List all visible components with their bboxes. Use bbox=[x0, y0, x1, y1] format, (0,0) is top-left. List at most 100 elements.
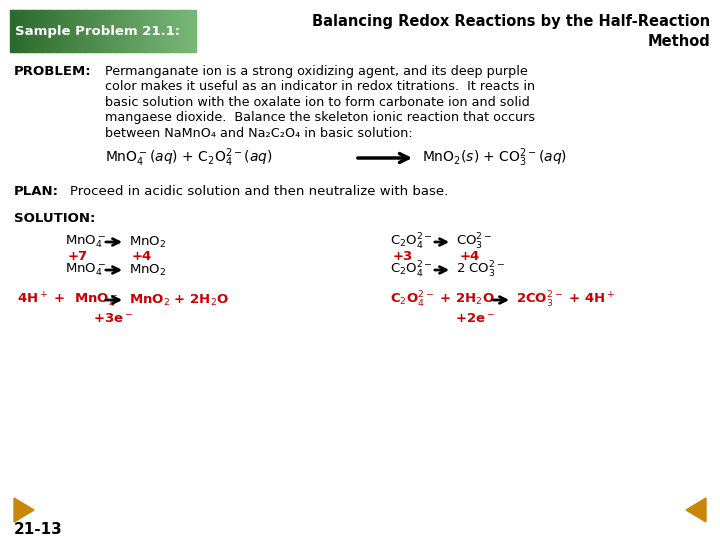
Bar bbox=[140, 10, 143, 52]
Text: PLAN:: PLAN: bbox=[14, 185, 59, 198]
Bar bbox=[184, 10, 186, 52]
Bar bbox=[149, 10, 152, 52]
Bar bbox=[96, 10, 99, 52]
Bar bbox=[100, 10, 103, 52]
Bar bbox=[29, 10, 31, 52]
Bar bbox=[186, 10, 189, 52]
Bar bbox=[12, 10, 15, 52]
Bar bbox=[45, 10, 48, 52]
Bar bbox=[31, 10, 34, 52]
Text: Permanganate ion is a strong oxidizing agent, and its deep purple: Permanganate ion is a strong oxidizing a… bbox=[105, 65, 528, 78]
Bar bbox=[172, 10, 175, 52]
Text: 2 CO$_3^{2-}$: 2 CO$_3^{2-}$ bbox=[456, 260, 505, 280]
Text: 21-13: 21-13 bbox=[14, 523, 63, 537]
Bar bbox=[117, 10, 120, 52]
Bar bbox=[14, 10, 17, 52]
Bar bbox=[144, 10, 147, 52]
Bar bbox=[22, 10, 24, 52]
Bar bbox=[75, 10, 78, 52]
Text: +3: +3 bbox=[393, 249, 413, 262]
Bar bbox=[73, 10, 76, 52]
Text: CO$_3^{2-}$: CO$_3^{2-}$ bbox=[456, 232, 492, 252]
Text: Proceed in acidic solution and then neutralize with base.: Proceed in acidic solution and then neut… bbox=[70, 185, 449, 198]
Polygon shape bbox=[686, 498, 706, 522]
Text: PROBLEM:: PROBLEM: bbox=[14, 65, 91, 78]
Text: MnO$_2$($s$) + CO$_3^{2-}$($aq$): MnO$_2$($s$) + CO$_3^{2-}$($aq$) bbox=[422, 147, 567, 170]
Bar bbox=[123, 10, 126, 52]
Bar bbox=[56, 10, 59, 52]
Bar bbox=[17, 10, 19, 52]
Bar bbox=[181, 10, 184, 52]
Bar bbox=[179, 10, 181, 52]
Bar bbox=[68, 10, 71, 52]
Bar bbox=[188, 10, 191, 52]
Bar bbox=[33, 10, 36, 52]
Text: +4: +4 bbox=[132, 249, 152, 262]
Bar bbox=[138, 10, 140, 52]
Bar bbox=[105, 10, 107, 52]
Text: color makes it useful as an indicator in redox titrations.  It reacts in: color makes it useful as an indicator in… bbox=[105, 80, 535, 93]
Bar bbox=[190, 10, 193, 52]
Text: 2CO$_3^{2-}$ + 4H$^+$: 2CO$_3^{2-}$ + 4H$^+$ bbox=[516, 290, 616, 310]
Bar bbox=[174, 10, 177, 52]
Text: C$_2$O$_4^{2-}$: C$_2$O$_4^{2-}$ bbox=[390, 260, 433, 280]
Text: MnO$_4^-$: MnO$_4^-$ bbox=[65, 262, 106, 278]
Bar bbox=[63, 10, 66, 52]
Text: Sample Problem 21.1:: Sample Problem 21.1: bbox=[15, 24, 180, 37]
Bar bbox=[119, 10, 122, 52]
Bar bbox=[128, 10, 131, 52]
Text: Balancing Redox Reactions by the Half-Reaction: Balancing Redox Reactions by the Half-Re… bbox=[312, 14, 710, 29]
Bar bbox=[94, 10, 96, 52]
Bar bbox=[61, 10, 63, 52]
Text: MnO$_2$: MnO$_2$ bbox=[129, 262, 166, 278]
Bar bbox=[142, 10, 145, 52]
Text: basic solution with the oxalate ion to form carbonate ion and solid: basic solution with the oxalate ion to f… bbox=[105, 96, 530, 109]
Bar bbox=[167, 10, 170, 52]
Bar bbox=[86, 10, 89, 52]
Text: +3e$^-$: +3e$^-$ bbox=[93, 312, 133, 325]
Bar bbox=[54, 10, 57, 52]
Bar bbox=[47, 10, 50, 52]
Text: 4H$^+$ +  MnO$_4^-$: 4H$^+$ + MnO$_4^-$ bbox=[17, 291, 119, 309]
Bar bbox=[40, 10, 43, 52]
Bar bbox=[109, 10, 112, 52]
Bar bbox=[42, 10, 45, 52]
Bar bbox=[58, 10, 61, 52]
Text: MnO$_2$ + 2H$_2$O: MnO$_2$ + 2H$_2$O bbox=[129, 293, 229, 308]
Bar bbox=[37, 10, 40, 52]
Bar bbox=[132, 10, 135, 52]
Text: MnO$_4^-$($aq$) + C$_2$O$_4^{2-}$($aq$): MnO$_4^-$($aq$) + C$_2$O$_4^{2-}$($aq$) bbox=[105, 147, 273, 170]
Text: mangaese dioxide.  Balance the skeleton ionic reaction that occurs: mangaese dioxide. Balance the skeleton i… bbox=[105, 111, 535, 125]
Bar bbox=[151, 10, 154, 52]
Bar bbox=[102, 10, 105, 52]
Bar bbox=[91, 10, 94, 52]
Text: +2e$^-$: +2e$^-$ bbox=[455, 312, 495, 325]
Bar bbox=[170, 10, 172, 52]
Bar bbox=[24, 10, 27, 52]
Text: SOLUTION:: SOLUTION: bbox=[14, 212, 95, 225]
Bar bbox=[161, 10, 163, 52]
Bar bbox=[84, 10, 87, 52]
Bar bbox=[130, 10, 133, 52]
Bar bbox=[77, 10, 80, 52]
Bar bbox=[114, 10, 117, 52]
Bar bbox=[107, 10, 110, 52]
Bar bbox=[89, 10, 91, 52]
Bar bbox=[165, 10, 168, 52]
Bar bbox=[156, 10, 158, 52]
Text: Method: Method bbox=[647, 34, 710, 49]
Bar bbox=[70, 10, 73, 52]
Bar bbox=[81, 10, 84, 52]
Text: between NaMnO₄ and Na₂C₂O₄ in basic solution:: between NaMnO₄ and Na₂C₂O₄ in basic solu… bbox=[105, 127, 413, 140]
Bar bbox=[26, 10, 29, 52]
Bar bbox=[112, 10, 114, 52]
Bar bbox=[19, 10, 22, 52]
Bar bbox=[125, 10, 128, 52]
Bar bbox=[176, 10, 179, 52]
Text: C$_2$O$_4^{2-}$: C$_2$O$_4^{2-}$ bbox=[390, 232, 433, 252]
Bar bbox=[135, 10, 138, 52]
Bar bbox=[35, 10, 38, 52]
Bar bbox=[121, 10, 124, 52]
Text: C$_2$O$_4^{2-}$ + 2H$_2$O: C$_2$O$_4^{2-}$ + 2H$_2$O bbox=[390, 290, 495, 310]
Bar bbox=[52, 10, 55, 52]
